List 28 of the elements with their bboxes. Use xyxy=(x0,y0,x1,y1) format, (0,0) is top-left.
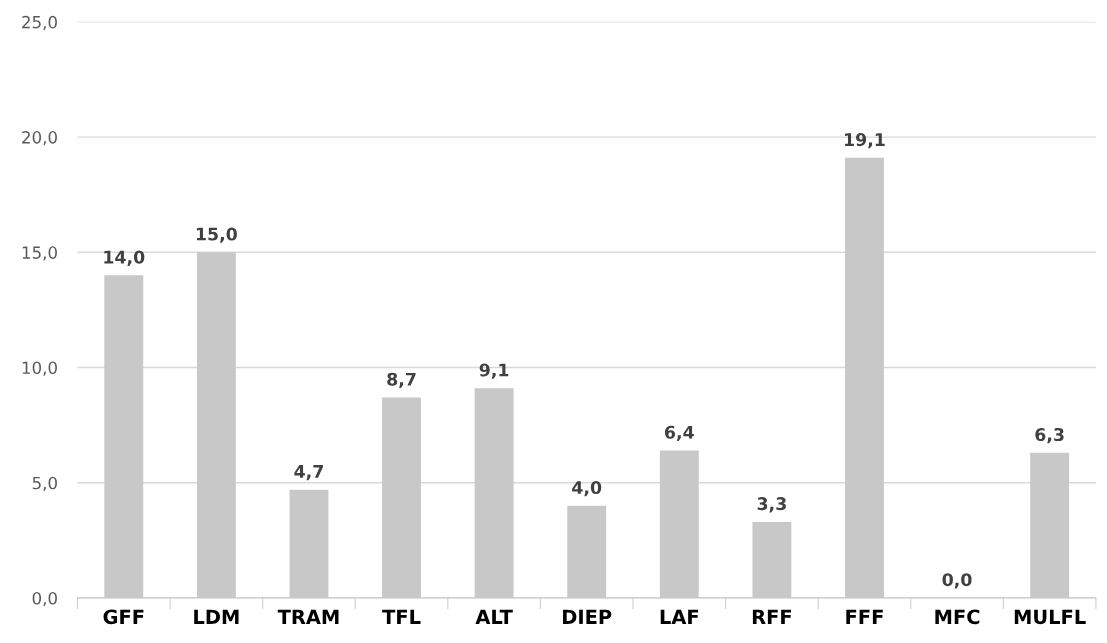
x-tick-label: MFC xyxy=(935,609,980,625)
data-label: 6,4 xyxy=(665,425,694,442)
data-label: 3,3 xyxy=(757,497,786,513)
y-tick-label: 0,0 xyxy=(32,591,57,607)
x-tick-label: DIEP xyxy=(563,609,612,624)
x-tick-label: LDM xyxy=(194,609,239,624)
x-tick-label: TRAM xyxy=(277,609,339,624)
data-label: 9,1 xyxy=(479,363,509,379)
data-label: 0,0 xyxy=(942,573,972,589)
x-tick-label: MULFL xyxy=(1014,609,1086,625)
x-tick-label: RFF xyxy=(752,609,792,624)
y-tick-label: 10,0 xyxy=(22,361,57,376)
y-tick-label: 5,0 xyxy=(32,476,57,492)
data-label: 8,7 xyxy=(387,372,416,389)
x-tick-label: TFL xyxy=(382,609,421,624)
x-tick-label: ALT xyxy=(475,609,513,624)
data-label: 6,3 xyxy=(1035,427,1064,444)
data-label: 4,0 xyxy=(572,480,602,497)
y-tick-label: 25,0 xyxy=(22,15,57,31)
x-tick-label: FFF xyxy=(846,609,883,624)
data-label: 19,1 xyxy=(845,133,885,149)
data-label: 4,7 xyxy=(294,465,323,481)
x-tick-label: GFF xyxy=(103,609,144,625)
data-label: 15,0 xyxy=(196,227,237,243)
y-tick-label: 15,0 xyxy=(22,246,57,261)
y-tick-label: 20,0 xyxy=(22,131,57,146)
data-label: 14,0 xyxy=(104,250,145,266)
x-tick-label: LAF xyxy=(660,609,699,624)
